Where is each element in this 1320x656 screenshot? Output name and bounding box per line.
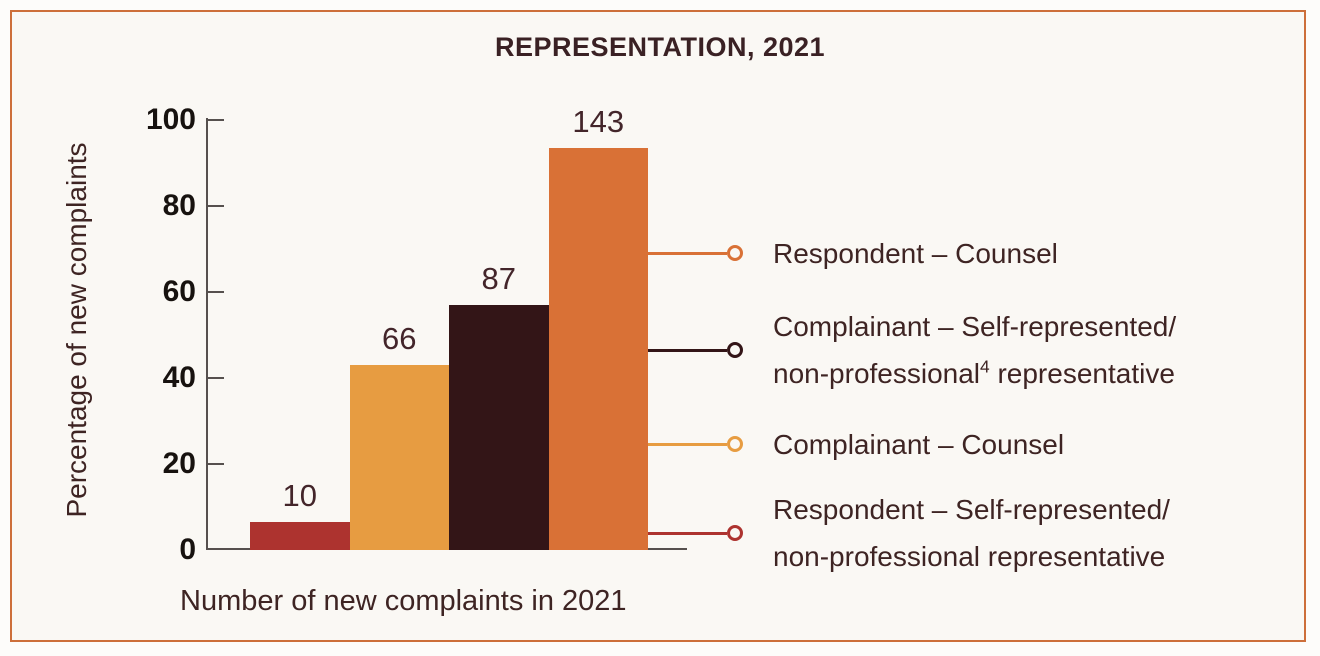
legend-text-segment: Respondent – Counsel bbox=[773, 237, 1058, 269]
legend-marker-circle-icon bbox=[727, 342, 743, 358]
y-axis-tick-label: 0 bbox=[179, 533, 196, 566]
y-axis-tick bbox=[208, 119, 224, 121]
bar bbox=[250, 522, 350, 550]
bar bbox=[548, 148, 648, 550]
y-axis-tick-label: 40 bbox=[162, 361, 196, 394]
legend-text-segment: representative bbox=[989, 358, 1175, 389]
legend-text-segment: non-professional representative bbox=[773, 541, 1166, 572]
y-axis-tick bbox=[208, 463, 224, 465]
legend-text-segment: Complainant – Self-represented/ bbox=[773, 311, 1177, 342]
bar-value-label: 66 bbox=[382, 321, 417, 356]
legend-item-label: Complainant – Self-represented/non-profe… bbox=[773, 303, 1176, 397]
footnote-superscript: 4 bbox=[980, 356, 990, 377]
y-axis-tick bbox=[208, 291, 224, 293]
legend-item-text-line: Complainant – Self-represented/ bbox=[773, 303, 1176, 350]
legend-text-segment: Complainant – Counsel bbox=[773, 428, 1065, 460]
bar bbox=[349, 365, 449, 550]
y-axis-tick bbox=[208, 377, 224, 379]
legend-item-text-line: Respondent – Self-represented/ bbox=[773, 486, 1170, 533]
chart-title: REPRESENTATION, 2021 bbox=[494, 32, 826, 62]
bar-value-label: 10 bbox=[282, 478, 317, 513]
legend-marker-circle-icon bbox=[727, 436, 743, 452]
legend-item-text-line: non-professional representative bbox=[773, 533, 1170, 580]
bar-value-label: 87 bbox=[481, 261, 516, 296]
y-axis-line bbox=[206, 118, 208, 550]
x-axis-label: Number of new complaints in 2021 bbox=[180, 585, 627, 617]
legend-text-segment: non-professional bbox=[773, 358, 981, 389]
y-axis-tick-label: 20 bbox=[162, 447, 196, 480]
legend-item-label: Complainant – Counsel bbox=[773, 421, 1064, 468]
y-axis-tick bbox=[208, 205, 224, 207]
legend-text-segment: Respondent – Self-represented/ bbox=[773, 494, 1170, 525]
legend-item-label: Respondent – Counsel bbox=[773, 230, 1058, 277]
legend-item-text-line: Complainant – Counsel bbox=[773, 421, 1064, 468]
legend-item-text-line: non-professional4 representative bbox=[773, 350, 1176, 397]
legend-item-label: Respondent – Self-represented/non-profes… bbox=[773, 486, 1170, 580]
legend-item-text-line: Respondent – Counsel bbox=[773, 230, 1058, 277]
chart-frame bbox=[10, 10, 1306, 642]
legend-marker-circle-icon bbox=[727, 525, 743, 541]
bar bbox=[449, 305, 549, 550]
legend-marker-circle-icon bbox=[727, 245, 743, 261]
y-axis-label: Percentage of new complaints bbox=[61, 142, 92, 518]
y-axis-tick-label: 60 bbox=[162, 275, 196, 308]
y-axis-tick-label: 80 bbox=[162, 189, 196, 222]
legend-connector-line bbox=[648, 251, 727, 255]
bar-value-label: 143 bbox=[572, 104, 625, 139]
y-axis-tick-label: 100 bbox=[145, 103, 196, 136]
